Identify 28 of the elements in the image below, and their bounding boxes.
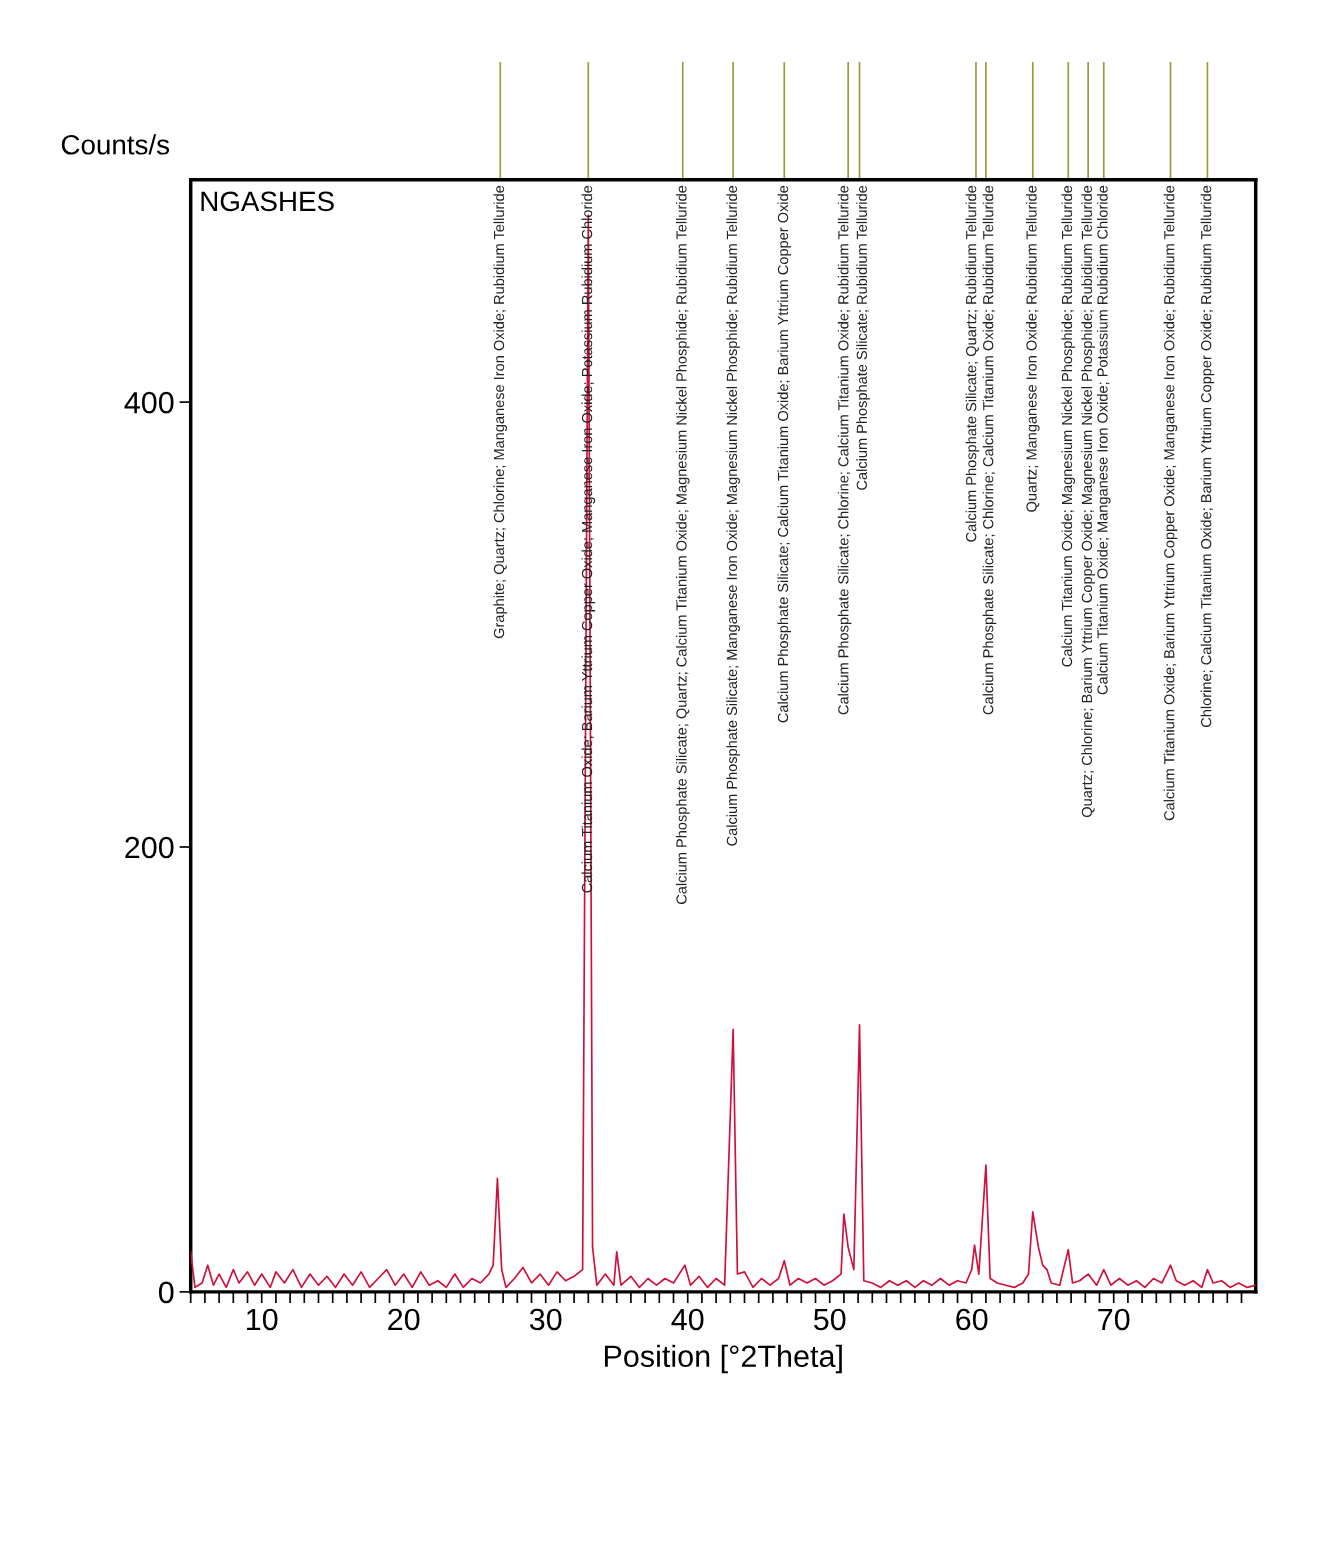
ref-line-label: Calcium Phosphate Silicate; Chlorine; Calcium Titanium Oxide; Rubidium Telluride [837,185,852,715]
y-tick-label: 0 [158,1281,174,1304]
x-tick-label: 50 [813,1308,846,1331]
ref-line-label: Quartz; Chlorine; Barium Yttrium Copper Oxide; Magnesium Nickel Phosphide; Rubidium Telluride [1081,185,1095,818]
x-tick-label: 70 [1098,1308,1130,1331]
ref-line-label: Calcium Phosphate Silicate; Calcium Titanium Oxide; Barium Yttrium Copper Oxide [777,185,792,723]
ref-line-label: Calcium Phosphate Silicate; Manganese Iron Oxide; Magnesium Nickel Phosphide; Rubidium Telluride [726,185,740,846]
x-axis-title: Position [°2Theta] [604,1344,842,1374]
x-tick-label: 20 [388,1308,420,1331]
y-axis-title: Counts/s [61,134,170,155]
ref-line-label: Calcium Titanium Oxide; Manganese Iron Oxide; Potassium Rubidium Chloride [1096,185,1111,695]
ref-line-label: Chlorine; Calcium Titanium Oxide; Barium Yttrium Copper Oxide; Rubidium Telluride [1200,185,1215,727]
ref-line-label: Calcium Phosphate Silicate; Chlorine; Calcium Titanium Oxide; Rubidium Telluride [982,185,997,715]
x-tick-label: 60 [956,1308,988,1331]
ref-line-label: Calcium Titanium Oxide; Barium Yttrium Copper Oxide; Manganese Iron Oxide; Potassium Rubidium Chloride [581,185,596,893]
x-tick-label: 10 [247,1308,278,1331]
x-tick-label: 30 [529,1308,562,1331]
y-tick-label: 400 [124,391,174,414]
chart-title: NGASHES [201,191,334,212]
ref-line-label: Graphite; Quartz; Chlorine; Manganese Iron Oxide; Rubidium Telluride [493,185,508,639]
y-tick-label: 200 [125,836,174,859]
ref-line-label: Calcium Phosphate Silicate; Quartz; Calcium Titanium Oxide; Magnesium Nickel Phosphide; Rubidium Telluride [675,185,690,904]
x-tick-label: 40 [671,1308,704,1331]
ref-line-label: Quartz; Manganese Iron Oxide; Rubidium Telluride [1025,185,1040,512]
ref-line-label: Calcium Phosphate Silicate; Quartz; Rubidium Telluride [965,185,980,542]
ref-line-label: Calcium Titanium Oxide; Magnesium Nickel Phosphide; Rubidium Telluride [1061,185,1076,667]
ref-line-label: Calcium Phosphate Silicate; Rubidium Telluride [856,185,870,490]
ref-line-label: Calcium Titanium Oxide; Barium Yttrium Copper Oxide; Manganese Iron Oxide; Rubidium Telluride [1163,185,1178,821]
